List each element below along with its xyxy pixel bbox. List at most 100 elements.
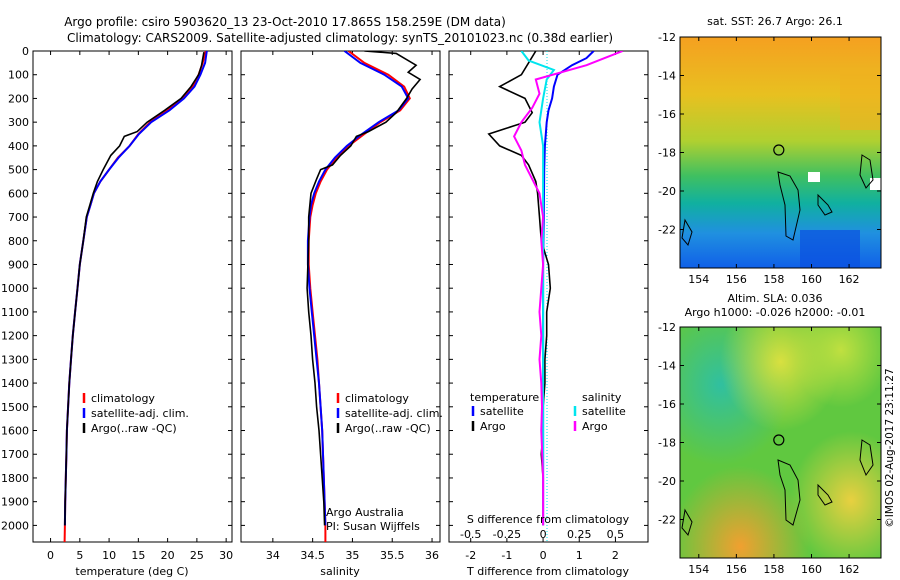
depth-tick-label: 2000 — [1, 519, 29, 532]
sla-map-title: Altim. SLA: 0.036 — [727, 292, 822, 305]
satellite-adj-clim-line — [63, 51, 208, 526]
depth-tick-label: 1500 — [1, 401, 29, 414]
legend-salinity-title: salinity — [582, 391, 622, 404]
map-y-tick-label: -14 — [658, 360, 676, 373]
x-axes: 0 5 10 15 20 25 30 34 34.5 35 35.5 36 -2 -1 0 1 2 — [47, 51, 619, 562]
coastline — [817, 483, 833, 506]
legend-argo-label: Argo(..raw -QC) — [91, 422, 177, 435]
x-tick-label: 5 — [76, 549, 83, 562]
x-tick-label: -2 — [465, 549, 476, 562]
map-x-tick-label: 158 — [763, 563, 784, 576]
map-y-tick-label: -16 — [658, 398, 676, 411]
legend-temperature-title: temperature — [470, 391, 539, 404]
s-tick-label: 0 — [540, 528, 547, 541]
map-x-tick-label: 162 — [839, 273, 860, 286]
sst-map-axes: 154 156 158 160 162 -12 -14 -16 -18 -20 -22 — [658, 31, 881, 286]
x-tick-label: 25 — [190, 549, 204, 562]
salinity-plot-frame — [240, 50, 441, 543]
climatology-line — [63, 51, 207, 542]
header-line-2: Climatology: CARS2009. Satellite-adjuste… — [67, 31, 613, 45]
coastline — [817, 193, 833, 216]
cloud-mask — [808, 172, 820, 182]
s-tick-label: -0.5 — [460, 528, 481, 541]
cloud-mask — [870, 178, 881, 190]
temperature-plot-frame — [32, 50, 233, 543]
s-argo-line — [512, 51, 624, 526]
map-y-tick-label: -22 — [658, 224, 676, 237]
map-y-tick-label: -12 — [658, 321, 676, 334]
argo-location-marker — [773, 434, 785, 446]
map-x-tick-label: 156 — [726, 273, 747, 286]
depth-tick-label: 1200 — [1, 330, 29, 343]
satellite-adj-clim-line — [306, 51, 410, 526]
argo-location-marker — [773, 144, 785, 156]
coastline — [859, 439, 874, 477]
map-y-tick-label: -20 — [658, 185, 676, 198]
map-x-tick-label: 160 — [801, 563, 822, 576]
argo-line — [306, 51, 422, 526]
difference-salinity-legend: salinity satellite Argo — [573, 391, 626, 433]
s-satellite-line — [520, 51, 556, 526]
s-tick-label: 0.5 — [607, 528, 625, 541]
depth-tick-label: 1000 — [1, 282, 29, 295]
legend-climatology-label: climatology — [91, 392, 155, 405]
depth-tick-label: 1900 — [1, 496, 29, 509]
legend-satellite-label: satellite-adj. clim. — [91, 407, 189, 420]
sla-map-axes: 154 156 158 160 162 -12 -14 -16 -18 -20 -22 — [658, 321, 881, 576]
s-tick-label: -0.25 — [493, 528, 521, 541]
map-y-tick-label: -22 — [658, 514, 676, 527]
sla-feature — [680, 327, 881, 558]
imos-credit: ©IMOS 02-Aug-2017 23:11:27 — [884, 368, 896, 527]
depth-tick-label: 1400 — [1, 377, 29, 390]
x-tick-label: 10 — [102, 549, 116, 562]
map-x-tick-label: 162 — [839, 563, 860, 576]
argo-line — [64, 52, 205, 526]
sla-map-subtitle: Argo h1000: -0.026 h2000: -0.01 — [685, 306, 866, 319]
legend-argo-label: Argo(..raw -QC) — [345, 422, 431, 435]
depth-tick-label: 400 — [8, 140, 29, 153]
legend-t-argo-label: Argo — [480, 420, 506, 433]
difference-temperature-legend: temperature satellite Argo — [470, 391, 539, 433]
map-y-tick-label: -14 — [658, 70, 676, 83]
difference-xlabel: T difference from climatology — [466, 565, 629, 578]
depth-tick-label: 300 — [8, 116, 29, 129]
x-tick-label: 36 — [425, 549, 439, 562]
map-y-tick-label: -12 — [658, 31, 676, 44]
x-tick-label: -1 — [501, 549, 512, 562]
depth-tick-label: 700 — [8, 211, 29, 224]
depth-tick-label: 800 — [8, 235, 29, 248]
sst-map-image — [680, 37, 881, 268]
coastline — [681, 508, 693, 537]
map-y-tick-label: -16 — [658, 108, 676, 121]
depth-axis: 0 100 200 300 400 500 600 700 800 900 1000 1100 1200… — [1, 45, 648, 532]
x-tick-label: 1 — [576, 549, 583, 562]
coastline — [681, 218, 693, 247]
sst-map-title: sat. SST: 26.7 Argo: 26.1 — [707, 15, 843, 28]
x-tick-label: 2 — [612, 549, 619, 562]
x-tick-label: 0 — [540, 549, 547, 562]
legend-s-satellite-label: satellite — [582, 405, 626, 418]
depth-tick-label: 0 — [22, 45, 29, 58]
legend-climatology-label: climatology — [345, 392, 409, 405]
temperature-series — [63, 51, 208, 542]
depth-tick-label: 200 — [8, 92, 29, 105]
sst-patch — [800, 230, 860, 268]
map-x-tick-label: 156 — [726, 563, 747, 576]
depth-tick-label: 1300 — [1, 353, 29, 366]
coastline — [777, 459, 801, 526]
sla-map-image — [680, 327, 881, 558]
x-tick-label: 34.5 — [300, 549, 325, 562]
s-difference-ticks: -0.5 -0.25 0 0.25 0.5 — [460, 528, 624, 541]
depth-tick-label: 100 — [8, 69, 29, 82]
depth-tick-label: 900 — [8, 258, 29, 271]
map-y-tick-label: -18 — [658, 147, 676, 160]
map-y-tick-label: -18 — [658, 437, 676, 450]
salinity-xlabel: salinity — [320, 565, 360, 578]
salinity-legend: climatology satellite-adj. clim. Argo(..… — [336, 392, 443, 435]
salinity-series — [306, 51, 422, 542]
s-tick-label: 0.25 — [567, 528, 592, 541]
depth-tick-label: 1800 — [1, 472, 29, 485]
x-tick-label: 15 — [131, 549, 145, 562]
coastline — [777, 171, 801, 241]
